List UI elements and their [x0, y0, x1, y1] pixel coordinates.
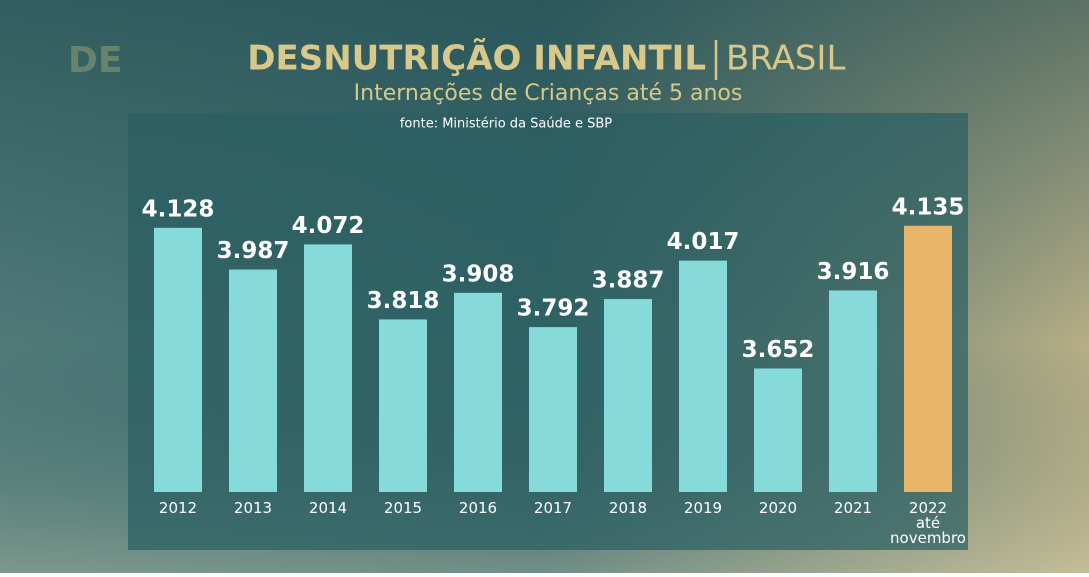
x-tick-label: 2018 — [609, 499, 647, 517]
x-tick-label: 2020 — [759, 499, 797, 517]
bar — [904, 225, 952, 493]
chart-title-suffix: BRASIL — [726, 39, 845, 79]
x-tick-label: 2014 — [309, 499, 347, 517]
value-label: 3.987 — [217, 238, 290, 264]
chart-title: DESNUTRIÇÃO INFANTIL — [247, 38, 706, 79]
value-label: 3.792 — [517, 296, 590, 322]
value-label: 4.072 — [292, 213, 365, 239]
bar — [454, 292, 502, 492]
value-label: 3.908 — [442, 261, 515, 287]
value-label: 3.652 — [742, 337, 815, 363]
chart-subtitle: Internações de Crianças até 5 anos — [354, 81, 743, 106]
x-tick-label: 2012 — [159, 499, 197, 517]
bar — [379, 319, 427, 492]
x-tick-label: 2022 até novembro — [890, 499, 966, 547]
bar — [829, 290, 877, 492]
x-tick-label: 2021 — [834, 499, 872, 517]
background-text: DE — [68, 40, 122, 81]
x-tick-label: 2017 — [534, 499, 572, 517]
bar — [529, 327, 577, 492]
x-tick-label: 2016 — [459, 499, 497, 517]
x-tick-label: 2019 — [684, 499, 722, 517]
bar — [754, 368, 802, 492]
x-tick-label: 2015 — [384, 499, 422, 517]
bar — [154, 227, 202, 493]
bar — [604, 299, 652, 492]
value-label: 3.887 — [592, 268, 665, 294]
bar — [304, 244, 352, 492]
bar — [679, 260, 727, 492]
value-label: 3.818 — [367, 288, 440, 314]
value-label: 4.128 — [142, 196, 215, 222]
bar — [229, 269, 277, 492]
value-label: 3.916 — [817, 259, 890, 285]
value-label: 4.135 — [892, 194, 965, 220]
x-tick-label: 2013 — [234, 499, 272, 517]
source-note: fonte: Ministério da Saúde e SBP — [400, 117, 612, 132]
value-label: 4.017 — [667, 229, 740, 255]
